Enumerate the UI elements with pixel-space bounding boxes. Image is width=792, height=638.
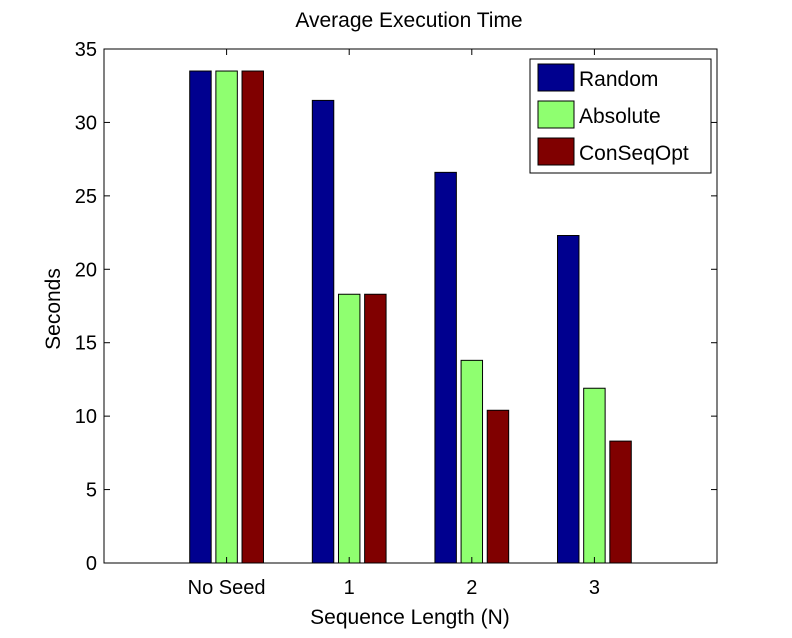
bar-random-no-seed [189, 70, 212, 564]
axes-group [103, 48, 718, 564]
legend-label-absolute: Absolute [579, 105, 661, 128]
bar-conseqopt-no-seed [241, 70, 264, 564]
chart-title: Average Execution Time [295, 9, 522, 32]
x-tick-label: No Seed [188, 577, 266, 599]
bar-conseqopt-3 [609, 440, 632, 564]
bar-conseqopt-1 [364, 293, 387, 564]
plot-area-border [103, 48, 718, 564]
y-tick-label: 25 [75, 186, 97, 208]
legend-label-conseqopt: ConSeqOpt [579, 142, 689, 165]
y-tick-label: 10 [75, 406, 97, 428]
y-axis-label: Seconds [42, 268, 65, 350]
bar-random-1 [311, 99, 335, 564]
bar-absolute-1 [337, 293, 361, 564]
legend-label-random: Random [579, 68, 658, 91]
x-tick-label: 2 [466, 577, 477, 599]
bar-absolute-3 [583, 387, 606, 564]
y-tick-label: 15 [75, 333, 97, 355]
y-tick-label: 35 [75, 39, 97, 61]
legend-swatch-absolute [537, 100, 575, 129]
x-axis-label: Sequence Length (N) [310, 606, 510, 629]
legend-swatch-conseqopt [537, 137, 575, 166]
bar-random-3 [557, 235, 580, 564]
y-tick-label: 5 [86, 480, 97, 502]
y-tick-label: 0 [86, 553, 97, 575]
bar-random-2 [434, 171, 457, 564]
x-tick-label: 3 [589, 577, 600, 599]
bar-conseqopt-2 [486, 409, 510, 564]
legend-swatch-random [537, 63, 575, 92]
bars-group [189, 70, 632, 564]
y-ticks-group: 0 5 10 15 20 25 30 35 [75, 39, 717, 575]
bar-absolute-2 [460, 359, 484, 564]
x-ticks-group: No Seed 1 2 3 [188, 49, 600, 599]
y-tick-label: 20 [75, 259, 97, 281]
bar-absolute-no-seed [215, 70, 238, 564]
legend: Random Absolute ConSeqOpt [529, 58, 712, 174]
y-tick-label: 30 [75, 112, 97, 134]
x-tick-label: 1 [344, 577, 355, 599]
